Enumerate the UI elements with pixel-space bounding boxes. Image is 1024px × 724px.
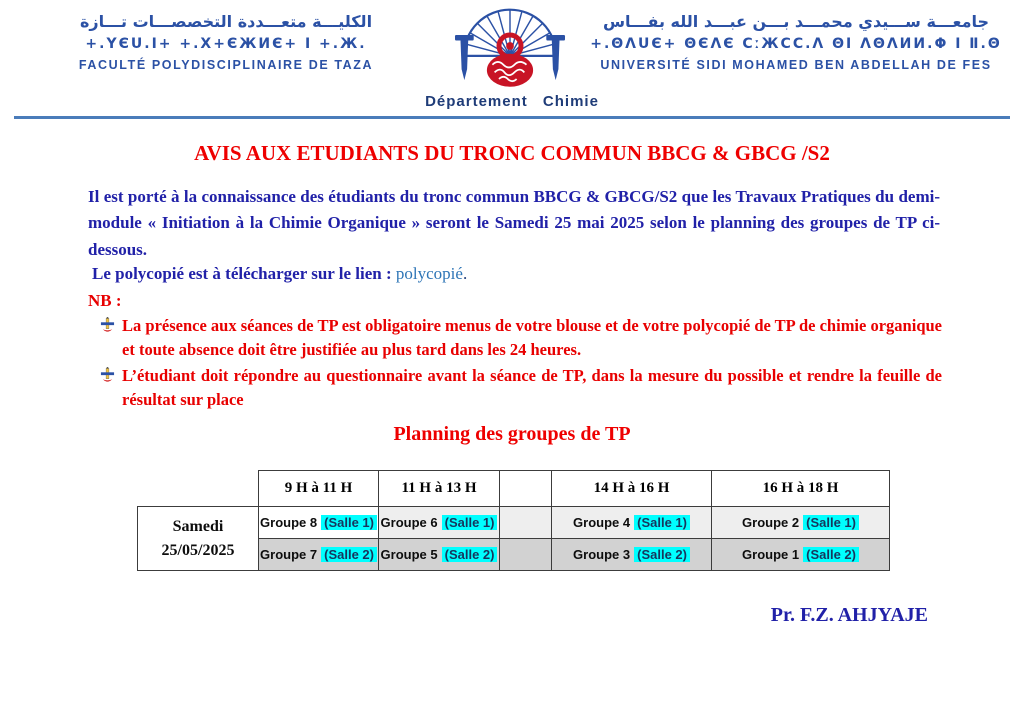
table-corner-cell <box>137 470 259 507</box>
faculty-name-tifinagh: +.YЄU.I+ +.X+ЄЖИЄ+ I +.Ж. <box>85 36 367 52</box>
group-label: Groupe 4 <box>573 515 631 530</box>
nb-label: NB : <box>88 291 122 310</box>
spacer-column-header <box>499 470 552 507</box>
group-cell: Groupe 3 (Salle 2) <box>551 538 712 571</box>
group-label: Groupe 8 <box>260 515 318 530</box>
group-label: Groupe 1 <box>742 547 800 562</box>
room-badge: (Salle 1) <box>321 515 377 530</box>
signature: Pr. F.Z. AHJYAJE <box>770 604 928 626</box>
polycopie-link-period: . <box>462 264 468 283</box>
room-badge: (Salle 2) <box>803 547 859 562</box>
faculty-header-block: الكليـــة متعـــددة التخصصـــات تـــازة … <box>12 12 440 72</box>
group-label: Groupe 6 <box>380 515 438 530</box>
group-cell: Groupe 6 (Salle 1) <box>378 506 500 539</box>
polycopie-link-label: Le polycopié est à télécharger sur le li… <box>92 264 392 283</box>
timeslot-header: 11 H à 13 H <box>378 470 500 507</box>
group-cell: Groupe 4 (Salle 1) <box>551 506 712 539</box>
room-badge: (Salle 2) <box>321 547 377 562</box>
group-cell: Groupe 8 (Salle 1) <box>258 506 379 539</box>
group-cell: Groupe 5 (Salle 2) <box>378 538 500 571</box>
room-badge: (Salle 2) <box>441 547 498 562</box>
university-name-french: UNIVERSITÉ SIDI MOHAMED BEN ABDELLAH DE … <box>600 58 992 72</box>
nb-bullet-text: L’étudiant doit répondre au questionnair… <box>122 365 942 409</box>
table-header-row: 9 H à 11 H 11 H à 13 H 14 H à 16 H 16 H … <box>137 470 890 507</box>
faculty-name-french: FACULTÉ POLYDISCIPLINAIRE DE TAZA <box>78 58 374 72</box>
table-row-salle1: Samedi 25/05/2025 Groupe 8 (Salle 1) Grou… <box>137 506 890 571</box>
group-cell: Groupe 2 (Salle 1) <box>711 506 890 539</box>
university-header-block: جامعـــة ســـيدي محمـــد بـــن عبـــد ال… <box>578 12 1014 72</box>
department-name: Département Chimie <box>425 93 599 110</box>
room-badge: (Salle 1) <box>634 515 690 530</box>
group-cell: Groupe 7 (Salle 2) <box>258 538 379 571</box>
notice-paragraph: Il est porté à la connaissance des étudi… <box>88 187 940 259</box>
university-name-arabic: جامعـــة ســـيدي محمـــد بـــن عبـــد ال… <box>602 12 990 31</box>
tp-planning-table: 9 H à 11 H 11 H à 13 H 14 H à 16 H 16 H … <box>137 470 890 571</box>
nb-bullet-item: La présence aux séances de TP est obliga… <box>100 314 942 362</box>
date-day: Samedi <box>172 517 224 535</box>
university-logo-icon <box>455 8 565 87</box>
nb-bullet-list: La présence aux séances de TP est obliga… <box>100 314 942 414</box>
timeslot-header: 16 H à 18 H <box>711 470 890 507</box>
polycopie-link[interactable]: polycopié <box>395 264 463 283</box>
university-name-tifinagh: +.ΘΛUЄ+ ΘЄΛЄ CːЖCC.Λ ΘI ΛΘΛИИ.Φ I Ⅱ.Θ <box>590 36 1002 52</box>
table-row-salle2: Groupe 7 (Salle 2) Groupe 5 (Salle 2) Grou… <box>138 538 890 571</box>
polycopie-link-line: Le polycopié est à télécharger sur le li… <box>92 264 944 284</box>
plane-bullet-icon <box>100 367 115 382</box>
faculty-name-arabic: الكليـــة متعـــددة التخصصـــات تـــازة <box>79 12 373 31</box>
room-badge: (Salle 1) <box>803 515 859 530</box>
group-label: Groupe 5 <box>380 547 438 562</box>
room-badge: (Salle 1) <box>441 515 498 530</box>
group-label: Groupe 3 <box>573 547 631 562</box>
group-label: Groupe 2 <box>742 515 800 530</box>
plane-bullet-icon <box>100 317 115 332</box>
group-cell: Groupe 1 (Salle 2) <box>711 538 890 571</box>
nb-bullet-item: L’étudiant doit répondre au questionnair… <box>100 364 942 412</box>
notice-title: AVIS AUX ETUDIANTS DU TRONC COMMUN BBCG … <box>194 141 830 165</box>
spacer-cell <box>499 506 552 539</box>
nb-bullet-text: La présence aux séances de TP est obliga… <box>122 316 942 359</box>
timeslot-header: 14 H à 16 H <box>551 470 712 507</box>
timeslot-header: 9 H à 11 H <box>258 470 379 507</box>
group-label: Groupe 7 <box>260 547 318 562</box>
date-value: 25/05/2025 <box>161 541 235 559</box>
date-cell: Samedi 25/05/2025 <box>137 506 259 571</box>
planning-heading: Planning des groupes de TP <box>393 423 631 445</box>
spacer-cell <box>499 538 552 571</box>
header-divider <box>14 116 1010 119</box>
room-badge: (Salle 2) <box>634 547 690 562</box>
